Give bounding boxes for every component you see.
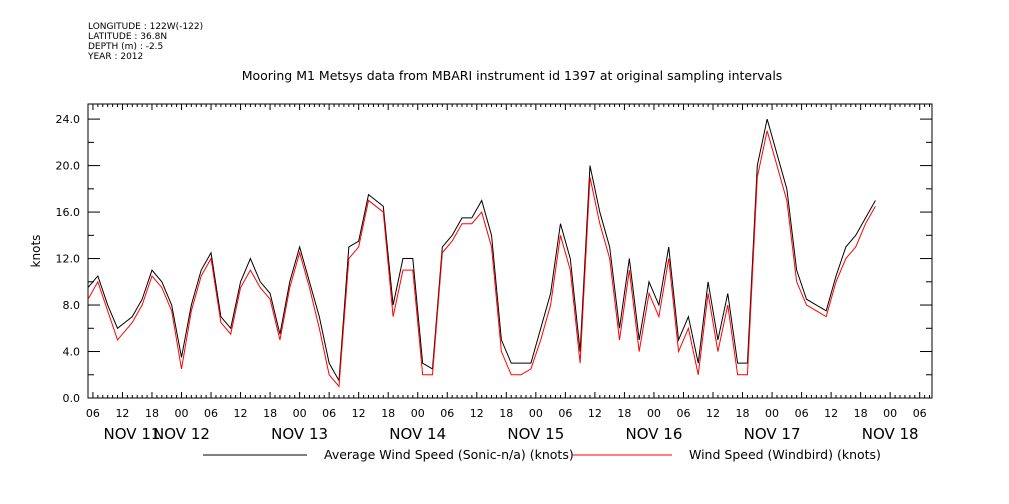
legend-label-sonic: Average Wind Speed (Sonic-n/a) (knots) <box>324 447 574 462</box>
x-tick-label: 12 <box>706 407 720 420</box>
x-tick-label: 12 <box>824 407 838 420</box>
x-day-label: NOV 14 <box>389 425 446 443</box>
x-tick-label: 06 <box>676 407 690 420</box>
x-tick-label: 00 <box>765 407 779 420</box>
x-day-label: NOV 17 <box>744 425 801 443</box>
y-tick-label: 16.0 <box>56 206 81 219</box>
latitude-label: LATITUDE : 36.8N <box>88 32 167 42</box>
y-tick-label: 12.0 <box>56 253 81 266</box>
series-line-windbird <box>87 130 876 388</box>
x-day-label: NOV 13 <box>271 425 328 443</box>
x-day-label: NOV 12 <box>153 425 210 443</box>
longitude-label: LONGITUDE : 122W(-122) <box>88 22 203 32</box>
x-tick-label: 12 <box>234 407 248 420</box>
y-tick-label: 24.0 <box>56 113 81 126</box>
x-tick-label: 06 <box>558 407 572 420</box>
x-tick-label: 06 <box>204 407 218 420</box>
y-tick-label: 0.0 <box>63 392 81 405</box>
chart-title: Mooring M1 Metsys data from MBARI instru… <box>242 68 783 83</box>
x-tick-label: 18 <box>145 407 159 420</box>
year-label: YEAR : 2012 <box>87 52 143 62</box>
x-tick-label: 12 <box>588 407 602 420</box>
x-tick-label: 00 <box>647 407 661 420</box>
y-axis-label: knots <box>29 235 43 268</box>
x-tick-label: 00 <box>529 407 543 420</box>
x-day-label: NOV 11 <box>104 425 161 443</box>
x-tick-label: 06 <box>913 407 927 420</box>
x-tick-label: 18 <box>499 407 513 420</box>
x-tick-label: 18 <box>617 407 631 420</box>
axes: 06 12 18 00 06 12 18 00 06 12 18 00 06 12 18 00 06 12 18 00… <box>56 104 932 443</box>
x-tick-label: 18 <box>381 407 395 420</box>
legend: Average Wind Speed (Sonic-n/a) (knots) W… <box>203 447 881 462</box>
x-tick-label: 00 <box>411 407 425 420</box>
x-tick-label: 00 <box>883 407 897 420</box>
x-tick-label: 12 <box>352 407 366 420</box>
x-tick-label: 06 <box>322 407 336 420</box>
x-tick-label: 12 <box>115 407 129 420</box>
y-tick-label: 4.0 <box>63 346 81 359</box>
series-line-sonic <box>87 118 876 383</box>
plot-frame <box>87 103 933 399</box>
x-tick-label: 18 <box>263 407 277 420</box>
legend-label-windbird: Wind Speed (Windbird) (knots) <box>689 447 881 462</box>
x-day-label: NOV 16 <box>626 425 683 443</box>
x-tick-label: 12 <box>470 407 484 420</box>
x-tick-label: 00 <box>293 407 307 420</box>
x-tick-label: 18 <box>854 407 868 420</box>
x-tick-label: 00 <box>175 407 189 420</box>
y-tick-label: 20.0 <box>56 160 81 173</box>
depth-label: DEPTH (m) : -2.5 <box>88 42 163 52</box>
x-day-label: NOV 15 <box>507 425 564 443</box>
y-tick-label: 8.0 <box>63 299 81 312</box>
series-lines <box>87 118 876 388</box>
x-tick-label: 18 <box>736 407 750 420</box>
x-tick-label: 06 <box>440 407 454 420</box>
x-day-label: NOV 18 <box>862 425 919 443</box>
x-tick-label: 06 <box>795 407 809 420</box>
x-tick-label: 06 <box>86 407 100 420</box>
